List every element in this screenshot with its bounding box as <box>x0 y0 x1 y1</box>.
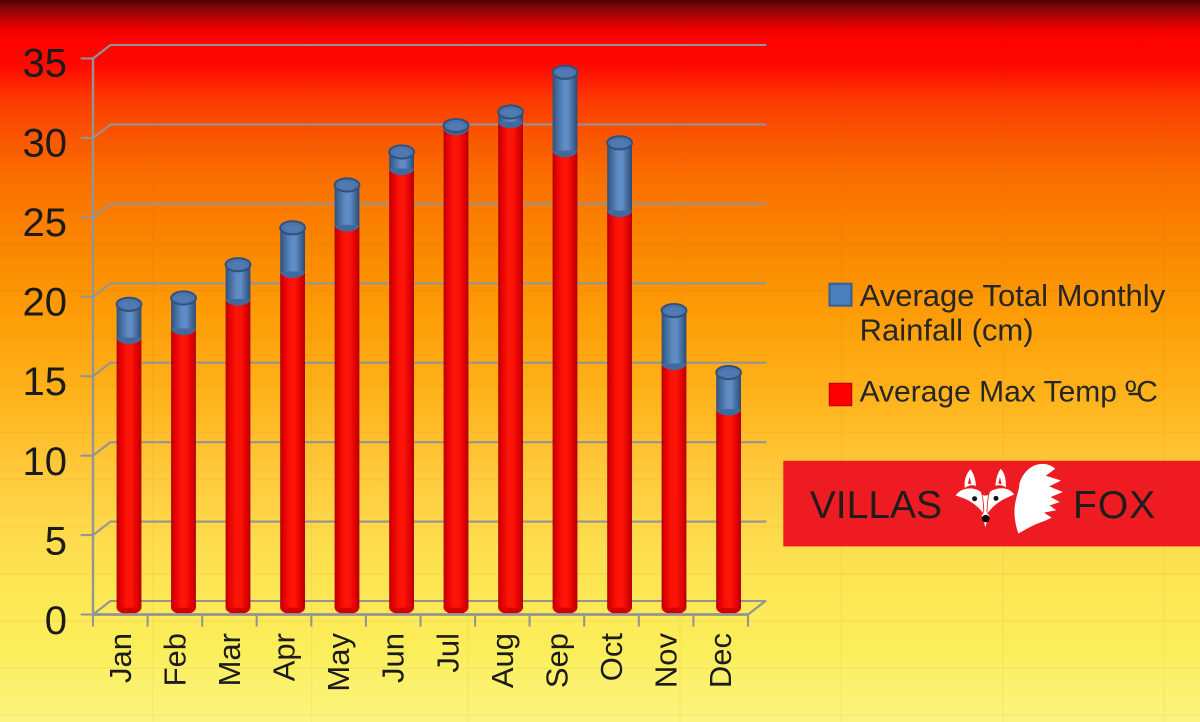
svg-text:Apr: Apr <box>267 633 302 681</box>
svg-text:Average Max Temp ºC: Average Max Temp ºC <box>860 376 1158 409</box>
svg-text:0: 0 <box>45 599 67 643</box>
svg-text:Rainfall (cm): Rainfall (cm) <box>860 313 1034 348</box>
svg-text:Jun: Jun <box>376 633 411 683</box>
svg-text:Feb: Feb <box>157 633 192 686</box>
svg-text:20: 20 <box>23 281 68 325</box>
svg-text:Mar: Mar <box>212 633 247 686</box>
svg-text:Nov: Nov <box>649 633 684 689</box>
svg-text:35: 35 <box>23 42 68 86</box>
svg-text:May: May <box>321 633 356 692</box>
svg-text:Dec: Dec <box>703 633 738 688</box>
svg-text:25: 25 <box>23 201 68 245</box>
svg-text:Jan: Jan <box>103 633 138 683</box>
svg-text:VILLAS: VILLAS <box>810 484 942 527</box>
svg-text:Jul: Jul <box>430 633 465 673</box>
svg-text:10: 10 <box>23 440 68 484</box>
svg-text:FOX: FOX <box>1073 484 1156 527</box>
svg-text:Aug: Aug <box>485 633 520 688</box>
svg-text:Average Total Monthly: Average Total Monthly <box>860 278 1166 313</box>
svg-text:30: 30 <box>23 121 68 165</box>
svg-text:15: 15 <box>23 360 68 404</box>
svg-text:Sep: Sep <box>539 633 574 688</box>
svg-text:Oct: Oct <box>594 633 629 682</box>
svg-text:5: 5 <box>45 520 67 564</box>
